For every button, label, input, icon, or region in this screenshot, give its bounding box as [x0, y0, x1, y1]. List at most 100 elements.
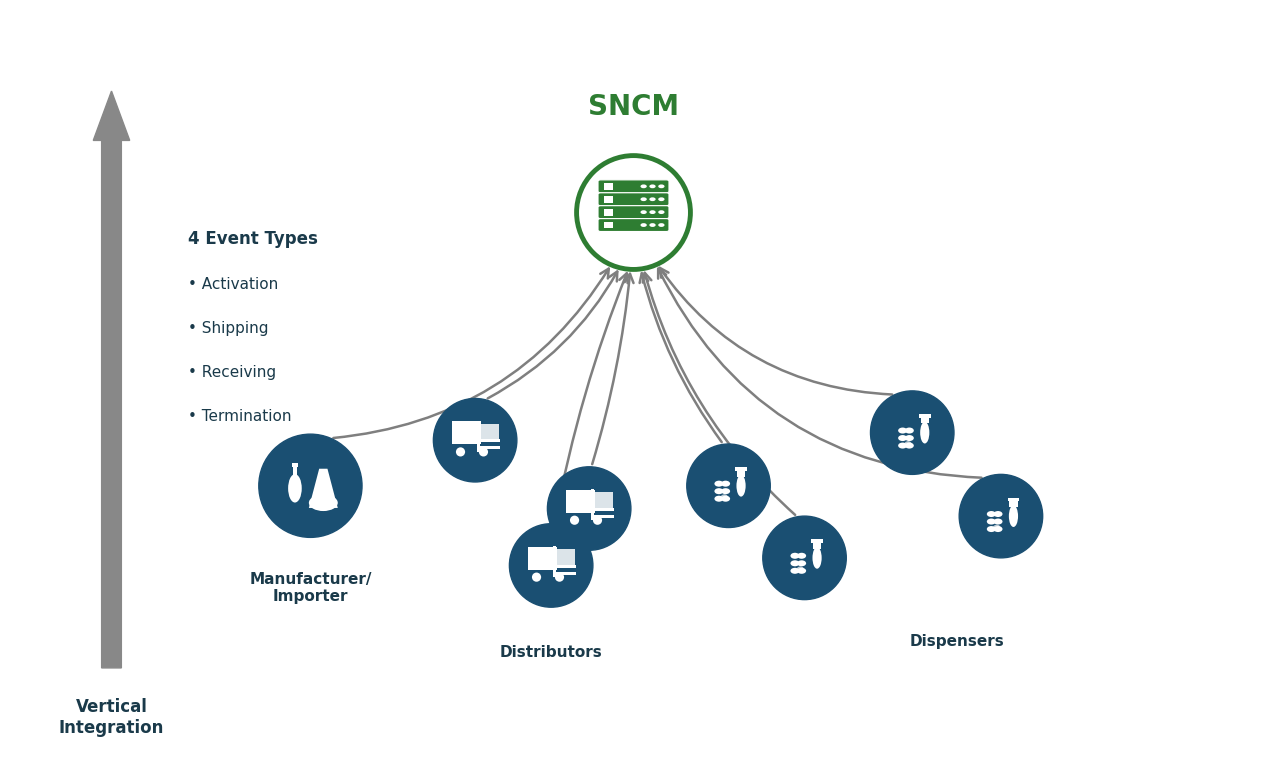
Ellipse shape: [898, 427, 907, 433]
Bar: [552, 546, 556, 577]
Circle shape: [659, 184, 665, 188]
Ellipse shape: [987, 511, 996, 517]
Ellipse shape: [736, 475, 746, 496]
Ellipse shape: [870, 391, 954, 474]
Ellipse shape: [791, 568, 799, 574]
Ellipse shape: [993, 526, 1002, 532]
Ellipse shape: [479, 447, 488, 456]
Ellipse shape: [433, 398, 517, 482]
Circle shape: [659, 210, 665, 214]
Ellipse shape: [687, 444, 770, 528]
Ellipse shape: [905, 442, 914, 449]
Bar: [592, 508, 614, 511]
Ellipse shape: [797, 568, 806, 574]
Ellipse shape: [288, 474, 302, 502]
Circle shape: [649, 184, 656, 188]
Ellipse shape: [715, 480, 723, 487]
Ellipse shape: [715, 496, 723, 502]
Bar: [566, 490, 595, 513]
Bar: [919, 414, 930, 417]
Bar: [1007, 498, 1019, 501]
Bar: [811, 540, 822, 543]
Ellipse shape: [797, 566, 805, 573]
Ellipse shape: [593, 515, 602, 524]
Ellipse shape: [547, 467, 631, 550]
Ellipse shape: [715, 488, 723, 494]
Bar: [592, 515, 614, 518]
Bar: [557, 549, 574, 568]
Bar: [566, 490, 583, 504]
Ellipse shape: [987, 518, 996, 524]
Bar: [921, 416, 929, 424]
Bar: [604, 222, 613, 228]
Bar: [293, 465, 296, 477]
Ellipse shape: [791, 553, 799, 559]
Ellipse shape: [258, 434, 362, 537]
Bar: [554, 565, 576, 568]
Ellipse shape: [993, 511, 1002, 517]
Bar: [604, 183, 613, 190]
FancyBboxPatch shape: [598, 193, 669, 206]
Bar: [476, 420, 480, 452]
Circle shape: [640, 210, 646, 214]
Ellipse shape: [905, 427, 914, 433]
Text: Manufacturer/
Importer: Manufacturer/ Importer: [250, 572, 371, 604]
Text: • Receiving: • Receiving: [188, 365, 276, 380]
Text: Vertical
Integration: Vertical Integration: [58, 698, 165, 737]
Text: • Termination: • Termination: [188, 409, 291, 424]
Text: • Activation: • Activation: [188, 277, 277, 292]
Bar: [737, 469, 745, 477]
Text: 4 Event Types: 4 Event Types: [188, 230, 318, 248]
Ellipse shape: [920, 422, 930, 443]
Bar: [604, 209, 613, 216]
Text: SNCM: SNCM: [588, 93, 679, 121]
Ellipse shape: [763, 516, 846, 600]
Bar: [554, 572, 576, 575]
Bar: [528, 546, 557, 569]
Bar: [478, 439, 500, 442]
Circle shape: [649, 223, 656, 227]
Ellipse shape: [576, 156, 691, 269]
Bar: [590, 489, 594, 520]
Polygon shape: [309, 469, 338, 508]
Bar: [604, 196, 613, 203]
Circle shape: [649, 197, 656, 201]
Ellipse shape: [993, 518, 1002, 524]
Ellipse shape: [721, 488, 730, 494]
Ellipse shape: [898, 435, 907, 441]
Ellipse shape: [797, 553, 806, 559]
Ellipse shape: [721, 480, 730, 487]
Text: • Shipping: • Shipping: [188, 321, 269, 336]
FancyArrow shape: [94, 91, 129, 668]
Bar: [452, 421, 469, 436]
Ellipse shape: [532, 572, 541, 581]
Ellipse shape: [309, 495, 338, 511]
Circle shape: [649, 210, 656, 214]
Ellipse shape: [797, 560, 806, 566]
Circle shape: [640, 223, 646, 227]
Circle shape: [640, 197, 646, 201]
Ellipse shape: [905, 435, 914, 441]
Text: Distributors: Distributors: [499, 645, 603, 660]
Ellipse shape: [987, 526, 996, 532]
Ellipse shape: [570, 515, 579, 524]
Circle shape: [659, 223, 665, 227]
Bar: [595, 492, 612, 511]
FancyBboxPatch shape: [598, 219, 669, 231]
Ellipse shape: [721, 496, 730, 502]
Bar: [813, 541, 821, 549]
Ellipse shape: [898, 442, 907, 449]
Ellipse shape: [905, 441, 912, 448]
Ellipse shape: [1009, 505, 1019, 527]
Bar: [1010, 499, 1017, 507]
Bar: [528, 546, 545, 562]
Ellipse shape: [721, 494, 729, 501]
Text: Dispensers: Dispensers: [910, 634, 1003, 649]
FancyBboxPatch shape: [598, 206, 669, 219]
FancyBboxPatch shape: [598, 180, 669, 193]
Ellipse shape: [812, 547, 822, 568]
Ellipse shape: [959, 474, 1043, 558]
Ellipse shape: [555, 572, 564, 581]
Ellipse shape: [509, 524, 593, 607]
Bar: [293, 463, 298, 468]
